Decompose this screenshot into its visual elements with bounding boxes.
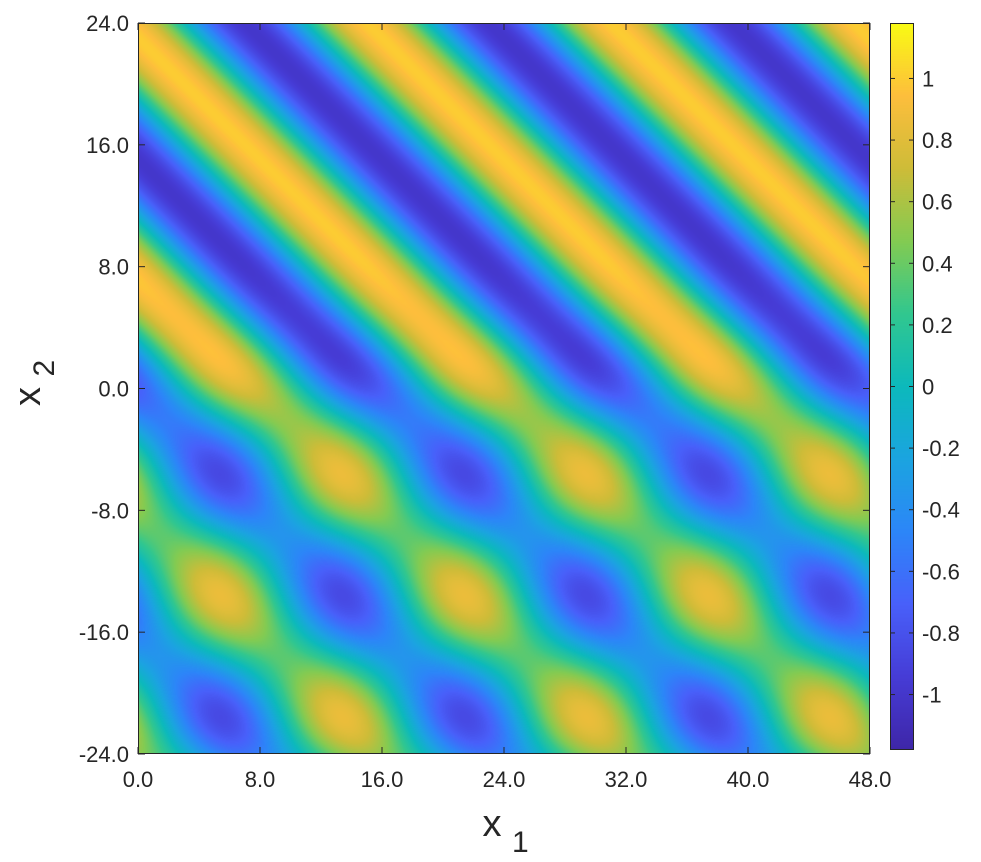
y-axis-title-group: x2 xyxy=(7,360,61,406)
y-axis-title: x xyxy=(7,387,49,406)
colorbar-tick-label: -0.4 xyxy=(922,498,960,523)
x-tick-label: 32.0 xyxy=(605,767,648,792)
x-tick-label: 0.0 xyxy=(123,767,154,792)
x-tick-label: 24.0 xyxy=(483,767,526,792)
y-tick-label: -8.0 xyxy=(91,498,129,523)
x-tick-label: 8.0 xyxy=(245,767,276,792)
colorbar-tick-label: -0.8 xyxy=(922,621,960,646)
y-tick-label: -16.0 xyxy=(79,620,129,645)
x-tick-label: 40.0 xyxy=(727,767,770,792)
x-tick-label: 48.0 xyxy=(849,767,892,792)
y-tick-label: 8.0 xyxy=(98,255,129,280)
colorbar-tick-label: -0.6 xyxy=(922,559,960,584)
colorbar-tick-label: 0.8 xyxy=(922,128,953,153)
y-tick-label: 16.0 xyxy=(86,133,129,158)
colorbar-tick-label: -0.2 xyxy=(922,436,960,461)
colorbar-tick-label: 0.4 xyxy=(922,251,953,276)
colorbar-tick-label: -1 xyxy=(922,683,942,708)
y-axis-title-subscript: 2 xyxy=(28,360,61,377)
colorbar-tick-label: 0.2 xyxy=(922,313,953,338)
colorbar-tick-label: 0.6 xyxy=(922,190,953,215)
x-tick-label: 16.0 xyxy=(361,767,404,792)
x-axis-title-subscript: 1 xyxy=(512,826,529,859)
y-tick-label: 0.0 xyxy=(98,377,129,402)
y-tick-label: 24.0 xyxy=(86,11,129,36)
colorbar-tick-label: 1 xyxy=(922,66,934,91)
heatmap-plot xyxy=(138,23,870,754)
colorbar-tick-label: 0 xyxy=(922,375,934,400)
y-tick-label: -24.0 xyxy=(79,742,129,767)
x-axis-title: x xyxy=(483,803,502,845)
plot-frame xyxy=(138,23,870,754)
